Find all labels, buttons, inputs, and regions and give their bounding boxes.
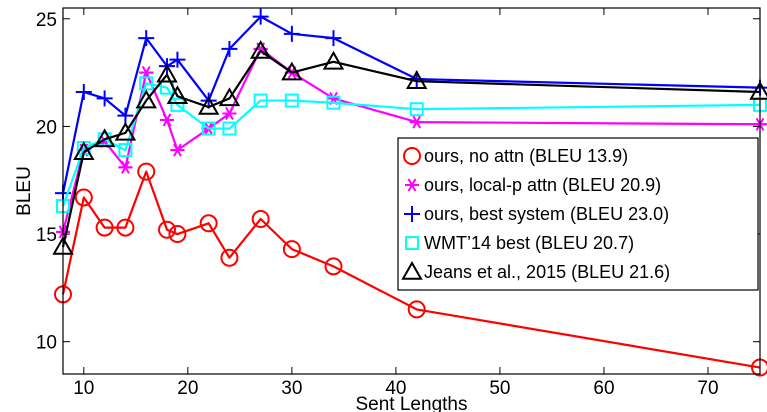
data-point	[405, 70, 428, 89]
series-4	[52, 40, 767, 255]
y-tick-label: 25	[36, 10, 57, 31]
data-point	[325, 30, 342, 47]
data-point	[284, 93, 299, 108]
data-point	[282, 240, 301, 259]
legend-item: Jeans et al., 2015 (BLEU 21.6)	[401, 260, 670, 282]
data-point	[220, 248, 239, 267]
x-tick-label: 50	[489, 378, 510, 399]
data-point	[158, 220, 177, 239]
data-point	[252, 8, 269, 25]
data-point	[218, 87, 241, 107]
data-point	[283, 25, 300, 42]
data-point	[93, 128, 116, 148]
data-point	[75, 83, 92, 100]
data-point	[169, 51, 186, 68]
axes: 10 20 30 40 50 60 70 10 15 20 25	[36, 7, 761, 399]
data-point	[222, 106, 237, 121]
x-axis-label: Sent Lengths	[356, 394, 468, 412]
legend-item: ours, local-p attn (BLEU 20.9)	[405, 175, 661, 195]
data-point	[117, 107, 134, 124]
data-point	[114, 121, 137, 141]
data-point	[139, 76, 154, 91]
legend-label: ours, local-p attn (BLEU 20.9)	[424, 175, 661, 195]
legend-item: WMT’14 best (BLEU 20.7)	[405, 233, 634, 253]
legend-box	[397, 137, 759, 291]
legend-marker	[401, 260, 423, 280]
x-tick-label: 10	[73, 378, 94, 399]
data-point	[74, 188, 93, 207]
legend-label: ours, no attn (BLEU 13.9)	[424, 146, 628, 166]
x-tick-label: 60	[593, 378, 614, 399]
data-point	[251, 209, 270, 228]
x-tick-label: 20	[177, 378, 198, 399]
legend-item: ours, best system (BLEU 23.0)	[404, 204, 669, 224]
data-point	[138, 30, 155, 47]
data-point	[249, 40, 272, 59]
legend-label: ours, best system (BLEU 23.0)	[424, 204, 669, 224]
legend-label: WMT’14 best (BLEU 20.7)	[424, 233, 634, 253]
y-axis-label: BLEU	[14, 166, 35, 216]
data-point	[407, 300, 426, 319]
data-point	[96, 90, 113, 107]
data-point	[170, 143, 185, 157]
legend: ours, no attn (BLEU 13.9) ours, local-p a…	[397, 137, 759, 291]
data-point	[168, 225, 187, 244]
plot-area	[52, 8, 767, 377]
legend-label: Jeans et al., 2015 (BLEU 21.6)	[424, 262, 670, 282]
data-point	[221, 40, 238, 57]
data-point	[118, 143, 133, 158]
x-tick-label: 40	[385, 378, 406, 399]
axes-frame	[62, 7, 761, 375]
data-point	[73, 141, 95, 160]
data-point	[324, 257, 343, 276]
data-point	[281, 61, 303, 81]
y-tick-label: 15	[36, 225, 57, 246]
legend-marker	[403, 147, 421, 165]
data-point	[118, 160, 133, 174]
data-point	[135, 89, 157, 109]
data-point	[95, 218, 114, 237]
y-tick-label: 10	[36, 333, 57, 354]
y-tick-label: 20	[36, 117, 57, 138]
x-tick-label: 70	[697, 378, 718, 399]
x-tick-label: 30	[281, 378, 302, 399]
data-point	[201, 121, 216, 136]
data-point	[116, 218, 135, 237]
data-point	[170, 97, 185, 112]
data-point	[197, 96, 220, 115]
data-point	[409, 115, 424, 129]
legend-marker	[404, 206, 420, 222]
data-point	[253, 93, 268, 108]
data-point	[160, 113, 175, 127]
data-point	[409, 102, 424, 117]
series-3	[56, 76, 767, 214]
legend-item: ours, no attn (BLEU 13.9)	[403, 146, 628, 166]
data-point	[326, 95, 341, 110]
legend-marker	[405, 178, 419, 192]
data-point	[322, 50, 345, 70]
data-point	[166, 85, 189, 105]
data-point	[137, 162, 156, 181]
data-point	[156, 63, 178, 83]
data-point	[199, 214, 218, 233]
legend-marker	[405, 236, 419, 250]
data-point	[222, 121, 237, 136]
